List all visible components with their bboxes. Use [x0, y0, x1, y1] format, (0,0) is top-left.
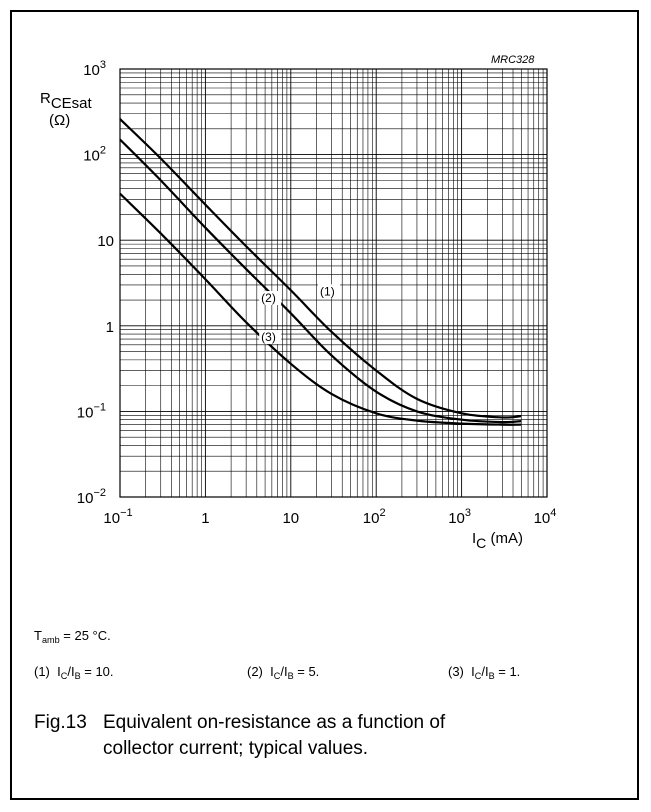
x-axis-label: IC (mA) [472, 530, 523, 551]
series-line-3 [119, 192, 522, 426]
y-tick-label: 10 [97, 233, 114, 250]
series-label-1: (1) [320, 284, 335, 298]
conditions-note: Tamb = 25 °C. [34, 628, 111, 645]
x-tick-label: 1 [201, 510, 209, 527]
x-tick-label: 10 [282, 510, 299, 527]
x-tick-label: 10−1 [103, 507, 132, 527]
caption-label: Fig.13 [34, 712, 87, 733]
y-axis-label: RCEsat (Ω) [40, 90, 92, 129]
series-label-3: (3) [261, 330, 276, 344]
x-tick-label: 103 [448, 507, 471, 527]
y-tick-label: 103 [83, 59, 106, 79]
y-tick-label: 1 [106, 319, 114, 336]
series-line-2 [119, 138, 522, 424]
y-axis-unit: (Ω) [49, 112, 71, 129]
legend-note-3: (3) IC/IB = 1. [448, 664, 521, 681]
caption-line-1: Equivalent on-resistance as a function o… [103, 712, 446, 733]
curve-labels: (1) (2) (3) [259, 284, 341, 345]
figure-caption: Fig.13 Equivalent on-resistance as a fun… [34, 710, 614, 762]
series-label-2: (2) [261, 291, 276, 305]
y-tick-label: 102 [83, 145, 106, 165]
y-tick-label: 10−2 [77, 487, 106, 507]
figure-code: MRC328 [491, 54, 535, 66]
series-line-1 [119, 118, 522, 419]
figure-frame [10, 10, 639, 800]
series-label-bg [259, 291, 282, 306]
series-label-bg [318, 284, 341, 299]
caption-line-2: collector current; typical values. [103, 738, 369, 759]
grid [119, 68, 548, 498]
legend-note-1: (1) IC/IB = 10. [34, 664, 114, 681]
x-tick-label: 102 [363, 507, 386, 527]
plot-border [119, 68, 548, 498]
y-tick-label: 10−1 [77, 401, 106, 421]
legend-note-2: (2) IC/IB = 5. [247, 664, 320, 681]
curves [119, 118, 522, 426]
series-label-bg [259, 330, 282, 345]
x-tick-label: 104 [534, 507, 557, 527]
